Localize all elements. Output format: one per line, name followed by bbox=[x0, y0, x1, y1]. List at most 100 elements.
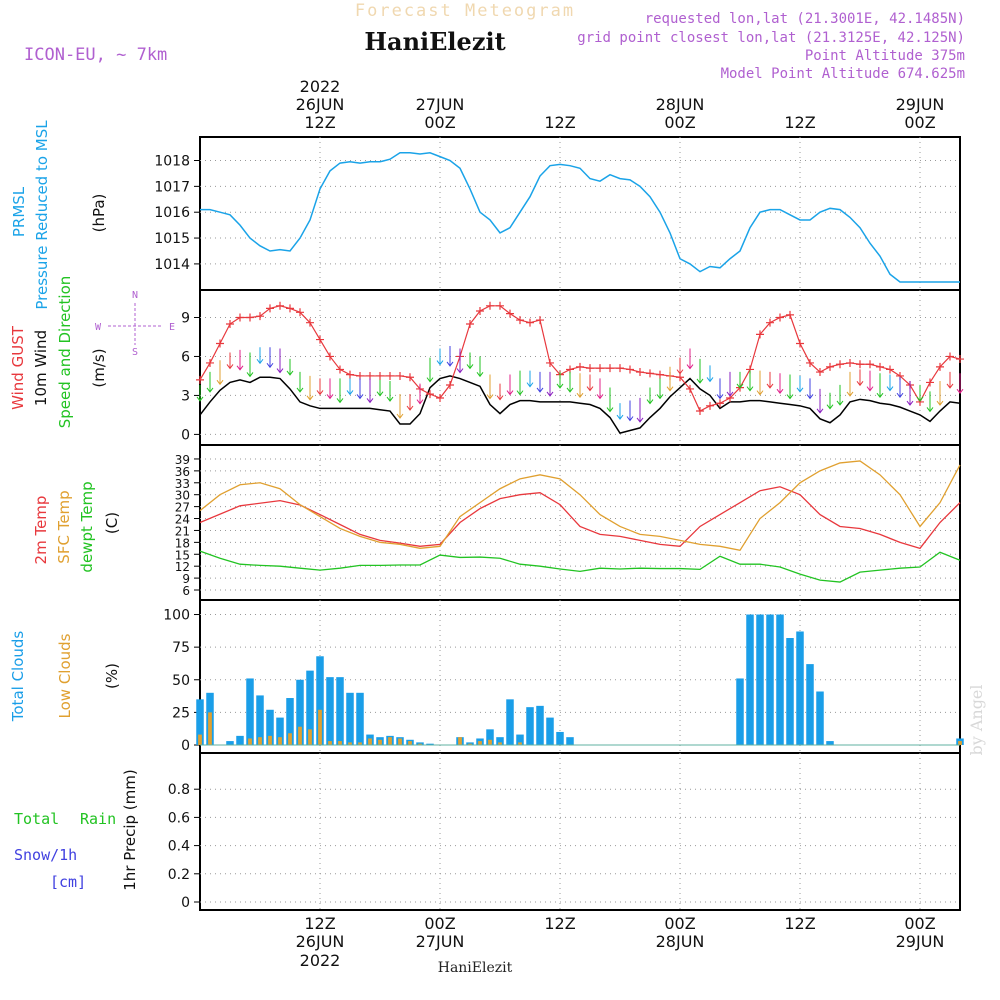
wind-arrow-head bbox=[696, 378, 704, 384]
total-cloud-bar bbox=[546, 717, 554, 745]
wind-arrow-head bbox=[846, 391, 854, 397]
y-tick-label: 1014 bbox=[154, 257, 190, 273]
wind-arrow-head bbox=[956, 388, 964, 395]
footer-location: HaniElezit bbox=[438, 960, 513, 976]
wind-arrow-head bbox=[516, 390, 524, 396]
temp-panel-labels: 2m Temp SFC Temp dewpt Temp (C) bbox=[32, 481, 121, 572]
wind-arrow-head bbox=[426, 377, 434, 383]
gust-marker bbox=[876, 362, 884, 371]
gust-marker bbox=[856, 360, 864, 369]
total-clouds-label: Total Clouds bbox=[9, 631, 27, 723]
precip-axis-label: 1hr Precip (mm) bbox=[121, 769, 139, 890]
gust-marker bbox=[336, 365, 344, 374]
y-tick-label: 0 bbox=[181, 895, 190, 911]
compass-s: S bbox=[132, 347, 138, 358]
gust-marker bbox=[476, 306, 484, 315]
total-cloud-bar bbox=[496, 737, 504, 745]
wind-arrow-head bbox=[836, 400, 844, 406]
low-cloud-bar bbox=[398, 738, 402, 745]
total-cloud-bar bbox=[286, 698, 294, 745]
low-cloud-bar bbox=[248, 738, 252, 745]
gust-marker bbox=[956, 355, 964, 364]
total-cloud-bar bbox=[226, 741, 234, 745]
gust-marker bbox=[616, 364, 624, 373]
total-cloud-bar bbox=[306, 670, 314, 745]
wind-arrow-head bbox=[616, 414, 624, 420]
low-cloud-bar bbox=[208, 712, 212, 745]
total-cloud-bar bbox=[566, 737, 574, 745]
precipitation-frame bbox=[199, 752, 961, 911]
clouds-unit-label: (%) bbox=[103, 663, 121, 689]
low-clouds-label: Low Clouds bbox=[56, 633, 74, 718]
y-tick-label: 39 bbox=[175, 453, 190, 467]
low-cloud-bar bbox=[298, 726, 302, 745]
wind-arrow-head bbox=[856, 381, 864, 387]
grid-point-coords: grid point closest lon,lat (21.3125E, 42… bbox=[577, 30, 965, 46]
wind-arrow-head bbox=[216, 379, 224, 386]
dew-label: dewpt Temp bbox=[78, 481, 96, 572]
gust-marker bbox=[936, 362, 944, 371]
wind-arrow-head bbox=[466, 364, 474, 370]
total-label: Total bbox=[14, 810, 59, 828]
wind-arrow-head bbox=[686, 364, 694, 370]
wind-arrow-head bbox=[566, 387, 574, 393]
y-tick-label: 1015 bbox=[154, 231, 190, 247]
y-tick-label: 1018 bbox=[154, 154, 190, 170]
gust-marker bbox=[446, 381, 454, 390]
gust-marker bbox=[886, 365, 894, 374]
bottom-time-label: 00Z bbox=[904, 914, 935, 933]
wind-unit-label: (m/s) bbox=[90, 348, 108, 387]
gust-marker bbox=[376, 371, 384, 380]
wind-speed-line bbox=[199, 375, 961, 434]
temp2m-line bbox=[199, 486, 961, 550]
y-tick-label: 3 bbox=[181, 388, 190, 404]
gust-marker bbox=[806, 358, 814, 367]
wind-arrow-head bbox=[266, 362, 274, 369]
gust-marker bbox=[836, 360, 844, 369]
total-cloud-bar bbox=[736, 678, 744, 745]
gust-marker bbox=[776, 313, 784, 322]
compass-rose: N S W E bbox=[95, 290, 175, 358]
wind-arrow-head bbox=[876, 392, 884, 399]
low-cloud-bar bbox=[198, 734, 202, 745]
wind-arrow-head bbox=[326, 394, 334, 400]
model-name: ICON-EU, ~ 7km bbox=[24, 45, 167, 65]
wind-arrow-head bbox=[296, 387, 304, 393]
wind-arrow-head bbox=[866, 386, 874, 392]
y-tick-label: 36 bbox=[175, 465, 190, 479]
wind-arrow-head bbox=[246, 372, 254, 378]
dewpoint-line bbox=[199, 550, 961, 583]
low-cloud-bar bbox=[468, 743, 472, 745]
top-time-label: 00Z bbox=[904, 113, 935, 132]
gust-marker bbox=[426, 390, 434, 399]
location-title: HaniElezit bbox=[364, 27, 505, 56]
y-tick-label: 15 bbox=[175, 548, 190, 562]
top-time-label: 26JUN bbox=[296, 95, 345, 114]
gust-marker bbox=[586, 364, 594, 373]
total-cloud-bar bbox=[256, 695, 264, 745]
requested-coords: requested lon,lat (21.3001E, 42.1485N) bbox=[645, 11, 965, 27]
temp-unit-label: (C) bbox=[103, 512, 121, 534]
gust-marker bbox=[796, 339, 804, 348]
total-cloud-bar bbox=[826, 741, 834, 745]
sfc-label: SFC Temp bbox=[55, 490, 73, 563]
y-tick-label: 0.8 bbox=[168, 782, 190, 798]
rain-label: Rain bbox=[80, 810, 116, 828]
total-cloud-bar bbox=[196, 699, 204, 745]
total-cloud-bar bbox=[746, 614, 754, 745]
y-tick-label: 25 bbox=[172, 705, 190, 721]
low-cloud-bar bbox=[348, 742, 352, 745]
wind-arrow-head bbox=[236, 365, 244, 371]
gust-marker bbox=[196, 375, 204, 384]
wind-arrow-head bbox=[396, 413, 404, 419]
total-cloud-bar bbox=[486, 729, 494, 745]
total-cloud-bar bbox=[266, 709, 274, 745]
y-tick-label: 6 bbox=[181, 349, 190, 365]
wind-arrow-head bbox=[926, 407, 934, 413]
precip-panel-labels: 1hr Precip (mm) Total Rain Snow/1h [cm] bbox=[14, 769, 139, 891]
wind-arrow-head bbox=[446, 361, 454, 367]
total-cloud-bar bbox=[356, 692, 364, 745]
total-cloud-bar bbox=[506, 699, 514, 745]
y-tick-label: 21 bbox=[175, 524, 190, 538]
wind-arrow-head bbox=[346, 390, 354, 396]
